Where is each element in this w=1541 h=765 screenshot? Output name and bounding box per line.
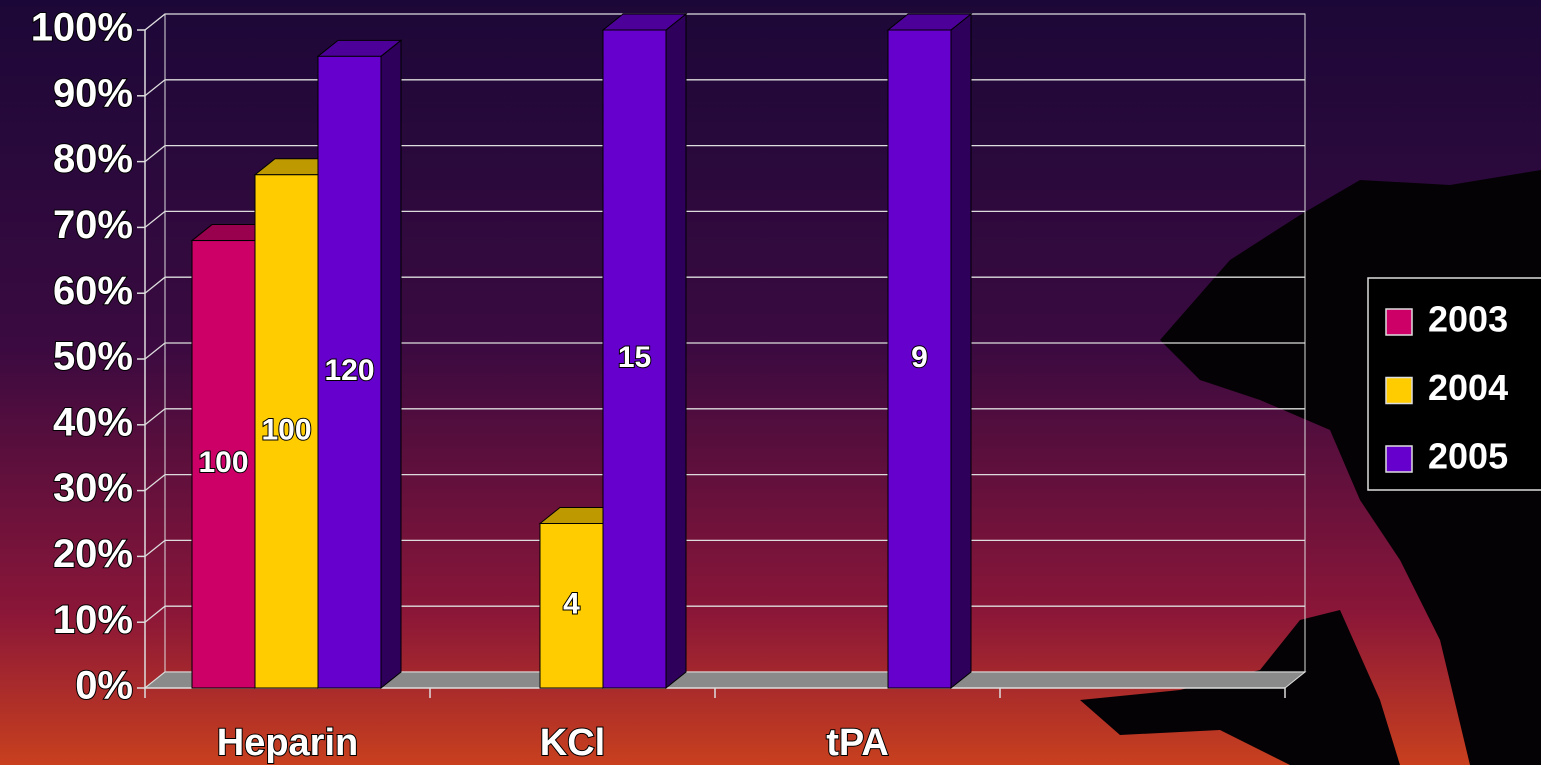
y-tick-label: 70%	[53, 203, 133, 247]
bar-side	[381, 40, 401, 688]
legend-label: 2004	[1428, 367, 1508, 408]
data-label: 15	[618, 341, 651, 374]
y-tick-label: 40%	[53, 400, 133, 444]
chart: 0% 10% 20% 30% 40% 50% 60% 70% 80% 90% 100% Heparin…	[0, 0, 1541, 765]
data-label: 4	[563, 588, 580, 621]
x-tick-label: KCl	[540, 722, 605, 764]
y-tick-label: 90%	[53, 71, 133, 115]
data-label: 100	[198, 446, 248, 479]
legend-swatch	[1386, 309, 1412, 335]
x-tick-label: Heparin	[217, 722, 358, 764]
y-tick-label: 10%	[53, 598, 133, 642]
legend-label: 2003	[1428, 299, 1508, 340]
bar-side	[666, 14, 686, 688]
legend-swatch	[1386, 446, 1412, 472]
data-label: 120	[324, 354, 374, 387]
x-tick-label: tPA	[826, 722, 889, 764]
y-tick-label: 50%	[53, 335, 133, 379]
y-tick-label: 20%	[53, 532, 133, 576]
legend: 2003 2004 2005	[1368, 278, 1541, 490]
legend-label: 2005	[1428, 436, 1508, 477]
y-tick-label: 30%	[53, 466, 133, 510]
y-tick-label: 0%	[75, 664, 133, 708]
data-label: 100	[261, 413, 311, 446]
page: 0% 10% 20% 30% 40% 50% 60% 70% 80% 90% 100% Heparin…	[0, 0, 1541, 765]
y-tick-label: 60%	[53, 269, 133, 313]
data-label: 9	[911, 341, 928, 374]
legend-swatch	[1386, 378, 1412, 404]
y-tick-label: 100%	[31, 6, 133, 50]
bar-side	[951, 14, 971, 688]
y-tick-label: 80%	[53, 137, 133, 181]
